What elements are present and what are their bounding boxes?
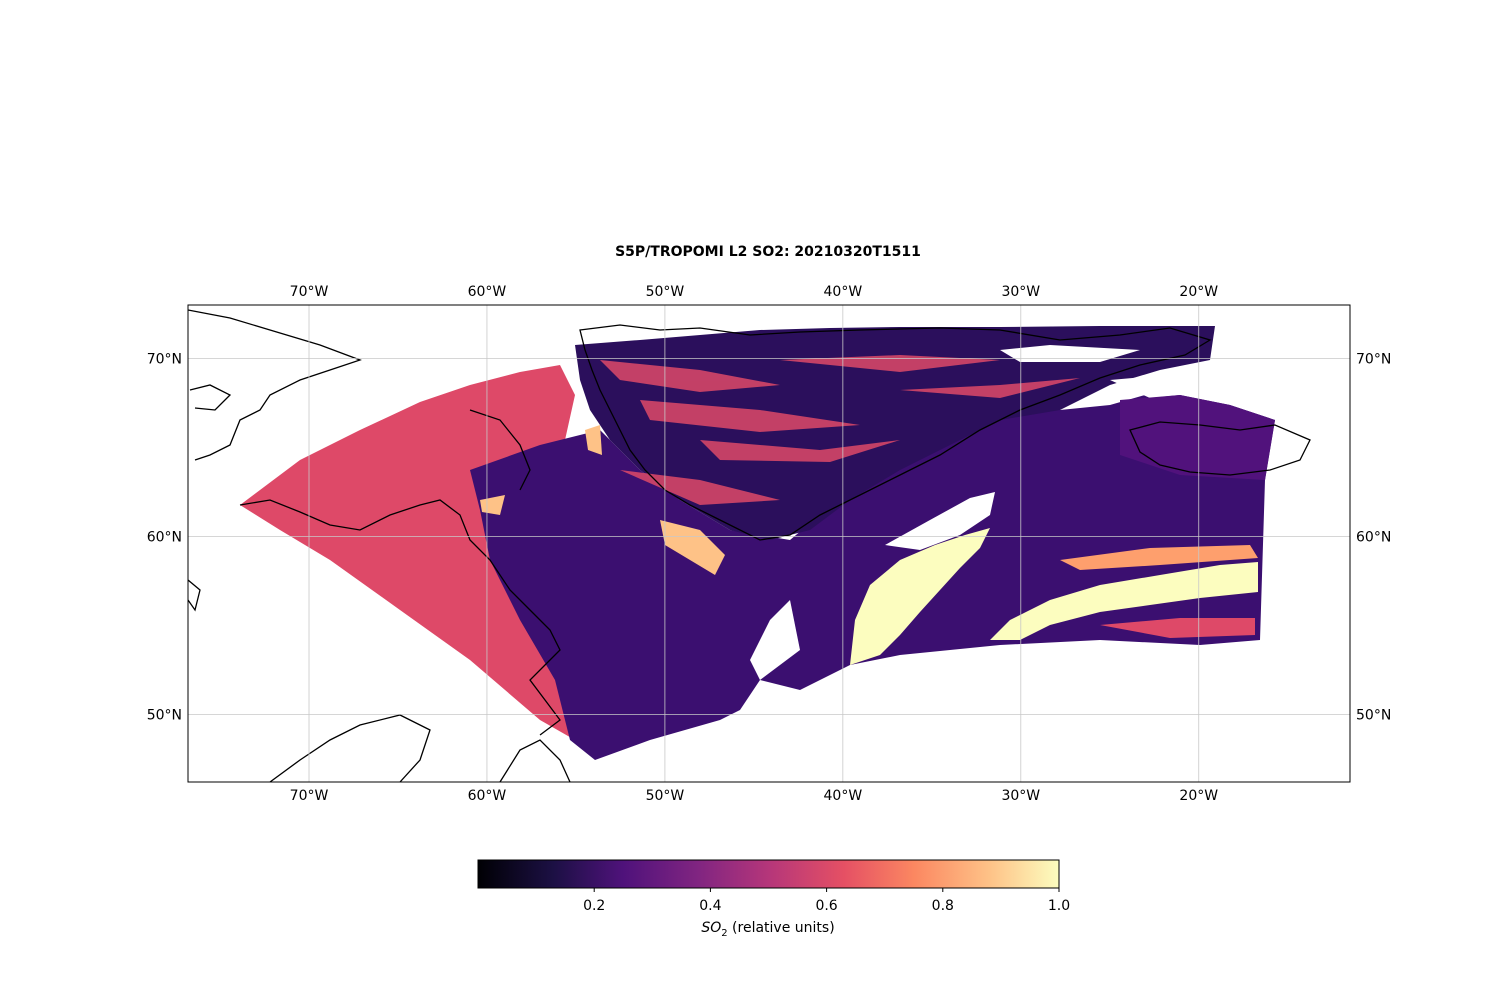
lon-tick-label: 50°W (646, 284, 685, 300)
lon-tick-label: 40°W (824, 788, 863, 804)
colorbar (477, 859, 1060, 889)
colorbar-tick-label: 1.0 (1048, 898, 1070, 914)
lon-tick-label: 70°W (290, 788, 329, 804)
colorbar-tick-label: 0.4 (699, 898, 721, 914)
colorbar-label-rest: (relative units) (728, 920, 835, 936)
so2-field-labrador-sea (470, 395, 1275, 760)
lon-tick-label: 30°W (1001, 284, 1040, 300)
colorbar-label: SO2 (relative units) (701, 920, 834, 939)
lon-tick-label: 60°W (468, 284, 507, 300)
greenland-streaks (600, 355, 1080, 505)
gridlines (188, 305, 1350, 782)
colorbar-label-main: SO (701, 920, 721, 936)
map-title: S5P/TROPOMI L2 SO2: 20210320T1511 (615, 244, 921, 260)
lat-ticks-left: 70°N 60°N 50°N (147, 351, 182, 723)
lat-ticks-right: 70°N 60°N 50°N (1356, 351, 1391, 723)
lon-tick-label: 20°W (1179, 788, 1218, 804)
so2-plume-band (990, 562, 1258, 640)
lat-tick-label: 50°N (1356, 707, 1391, 723)
coastlines (188, 309, 1311, 782)
lon-tick-label: 70°W (290, 284, 329, 300)
lon-tick-label: 50°W (646, 788, 685, 804)
so2-field-iceland (1120, 395, 1275, 480)
lat-tick-label: 60°N (1356, 529, 1391, 545)
so2-plume (850, 528, 990, 665)
lon-ticks-bottom: 70°W 60°W 50°W 40°W 30°W 20°W (290, 788, 1219, 804)
lon-ticks-top: 70°W 60°W 50°W 40°W 30°W 20°W (290, 284, 1219, 300)
colorbar-tick-label: 0.6 (815, 898, 837, 914)
colorbar-tick-label: 0.2 (583, 898, 605, 914)
map-panel (188, 305, 1350, 782)
colorbar-ticks: 0.2 0.4 0.6 0.8 1.0 (583, 888, 1070, 914)
so2-field-labrador (240, 365, 575, 740)
lon-tick-label: 60°W (468, 788, 507, 804)
lon-tick-label: 30°W (1001, 788, 1040, 804)
lat-tick-label: 50°N (147, 707, 182, 723)
lon-tick-label: 40°W (824, 284, 863, 300)
map-frame (187, 304, 1351, 783)
lat-tick-label: 70°N (1356, 351, 1391, 367)
lat-tick-label: 60°N (147, 529, 182, 545)
lat-tick-label: 70°N (147, 351, 182, 367)
colorbar-tick-label: 0.8 (932, 898, 954, 914)
lon-tick-label: 20°W (1179, 284, 1218, 300)
colorbar-label-sub: 2 (721, 928, 727, 939)
